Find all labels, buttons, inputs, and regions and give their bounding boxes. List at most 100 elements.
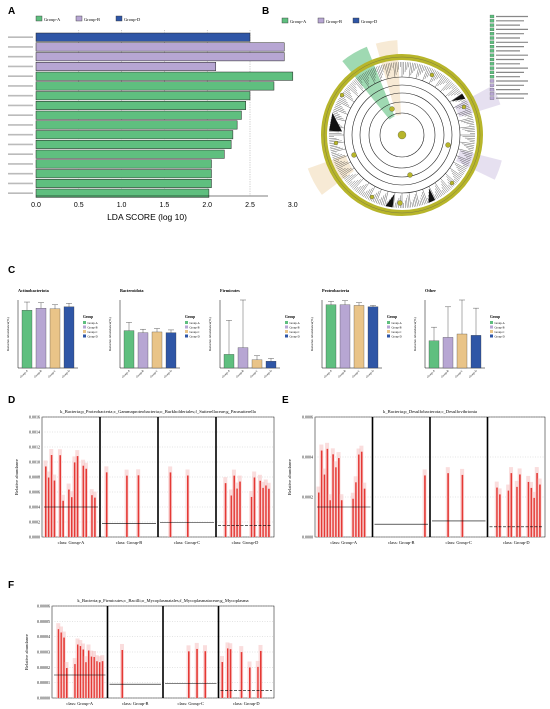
tree-branch xyxy=(462,152,473,157)
legend-swatch xyxy=(490,334,493,338)
tree-branch xyxy=(413,196,417,207)
sample-bar xyxy=(85,468,88,537)
tree-branch xyxy=(330,146,341,150)
tree-branch xyxy=(382,64,385,70)
legend-swatch xyxy=(281,17,289,24)
tree-node xyxy=(339,92,345,98)
tree-branch xyxy=(329,139,340,141)
sample-bar xyxy=(335,467,337,537)
tree-branch xyxy=(453,90,461,96)
tree-branch xyxy=(372,192,378,202)
x-tick-label: 3.0 xyxy=(288,202,298,209)
sample-bar xyxy=(360,451,363,537)
legend-label: Group-A xyxy=(495,322,505,325)
taxon-legend-swatch xyxy=(489,70,495,75)
sample-bar xyxy=(121,649,124,698)
x-tick-label: Group-A xyxy=(19,370,28,379)
tree-branch xyxy=(467,139,475,141)
tree-branch xyxy=(454,164,466,171)
taxon-legend-swatch xyxy=(489,27,495,31)
tree-branch xyxy=(437,75,446,87)
legend-swatch xyxy=(387,321,390,324)
tree-branch xyxy=(379,65,383,76)
clade-highlight xyxy=(307,155,354,195)
x-tick-label: Group-C xyxy=(455,369,464,378)
tree-branch xyxy=(352,179,361,189)
taxon-legend-swatch xyxy=(489,40,495,44)
tree-branch xyxy=(364,189,371,199)
tree-branch xyxy=(348,85,358,94)
sample-bar xyxy=(71,497,73,537)
clade-highlight xyxy=(454,85,501,118)
x-tick-label: 0.5 xyxy=(74,202,84,209)
tree-branch xyxy=(350,82,357,89)
sample-bar xyxy=(94,497,96,537)
panel-letter-c: C xyxy=(8,265,16,276)
tree-node xyxy=(351,152,357,158)
tree-node xyxy=(397,200,403,206)
sample-bar xyxy=(93,657,96,698)
legend-label: Group-D xyxy=(392,335,402,338)
tree-branch xyxy=(367,186,376,200)
tree-branch xyxy=(451,173,461,180)
tree-branch xyxy=(334,160,340,163)
tree-branch xyxy=(406,62,408,70)
taxon-legend-swatch xyxy=(489,23,495,27)
sample-bar xyxy=(268,488,270,537)
tree-branch xyxy=(374,190,380,203)
legend-title: Group xyxy=(490,315,500,319)
abundance-bar xyxy=(456,333,468,369)
x-axis-title: LDA SCORE (log 10) xyxy=(107,212,187,222)
tree-branch xyxy=(462,164,468,168)
tree-branch xyxy=(450,170,462,179)
taxon-legend-swatch xyxy=(489,57,495,62)
abundance-bar xyxy=(35,308,47,369)
sample-bar xyxy=(224,483,227,537)
tree-branch xyxy=(443,81,452,91)
legend-label: Group-C xyxy=(190,331,200,334)
sample-bar xyxy=(519,474,521,537)
tree-branch xyxy=(421,194,425,205)
legend-swatch xyxy=(352,17,360,24)
tree-branch xyxy=(457,169,465,174)
lda-bar xyxy=(35,32,251,42)
taxon-legend-swatch xyxy=(489,62,495,66)
sample-bar xyxy=(85,662,87,698)
tree-branch xyxy=(354,186,359,191)
tree-branch xyxy=(339,168,349,174)
sample-bar xyxy=(323,474,326,537)
tree-branch xyxy=(453,161,467,170)
y-tick-label: 0.0006 xyxy=(29,490,40,495)
tree-branch xyxy=(415,64,420,79)
abundance-bar xyxy=(49,308,61,369)
sample-bar xyxy=(363,488,366,537)
sample-bar xyxy=(59,455,62,537)
tree-branch xyxy=(366,187,373,199)
tree-branch xyxy=(335,160,343,165)
tree-branch xyxy=(348,181,353,185)
legend-label: Group-B xyxy=(495,326,505,329)
tree-node xyxy=(461,104,467,110)
tree-branch xyxy=(364,71,369,79)
lda-bar xyxy=(35,81,275,91)
tree-branch xyxy=(433,71,440,81)
legend-label: Group-D xyxy=(290,335,300,338)
legend-swatch xyxy=(83,325,86,329)
tree-branch xyxy=(377,199,380,204)
clade-highlight xyxy=(456,149,502,180)
tree-branch xyxy=(414,194,418,207)
legend-swatch xyxy=(387,325,390,329)
panel-f-chart: k_Bacteria;p_Firmicutes;c_Bacilli;o_Myco… xyxy=(24,598,275,706)
tree-branch xyxy=(336,161,348,168)
sample-bar xyxy=(250,496,253,537)
tree-branch xyxy=(333,154,345,160)
tree-branch xyxy=(333,110,338,113)
x-tick-label: 1.0 xyxy=(117,202,127,209)
tree-branch xyxy=(440,80,451,92)
tree-branch xyxy=(340,168,352,176)
taxon-legend-swatch xyxy=(489,32,495,36)
sample-bar xyxy=(499,494,501,537)
legend-title: Group xyxy=(83,315,93,319)
tree-branch xyxy=(361,73,369,85)
sample-bar xyxy=(265,485,267,537)
